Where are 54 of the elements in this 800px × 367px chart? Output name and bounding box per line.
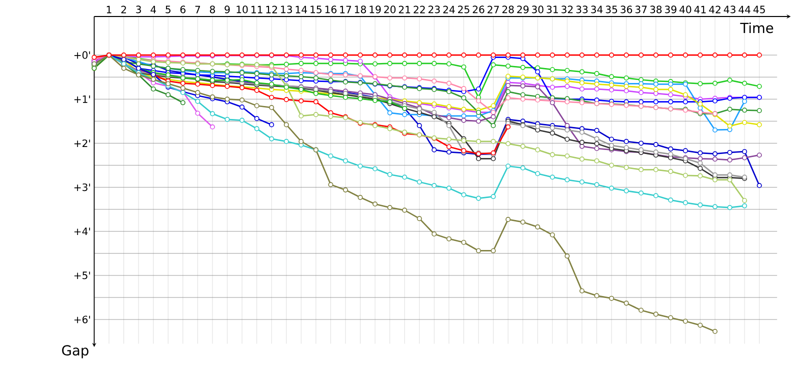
y-tick-label: +4'	[74, 228, 90, 236]
x-tick-label: 2	[121, 6, 126, 14]
x-tick-label: 32	[562, 6, 573, 14]
x-tick-label: 15	[310, 6, 322, 14]
y-tick-label: +5'	[74, 272, 90, 280]
x-tick-label: 29	[517, 6, 529, 14]
x-tick-label: 3	[136, 6, 141, 14]
x-tick-label: 28	[502, 6, 514, 14]
y-tick-label: +1'	[74, 96, 90, 103]
x-tick-label: 43	[724, 6, 736, 14]
x-tick-label: 7	[195, 6, 200, 14]
x-tick-label: 6	[180, 6, 186, 14]
x-tick-label: 27	[488, 6, 499, 14]
x-tick-label: 12	[266, 6, 277, 14]
x-tick-label: 44	[738, 6, 750, 14]
x-tick-label: 34	[591, 6, 603, 14]
x-tick-label: 21	[398, 6, 410, 14]
x-tick-label: 9	[224, 6, 230, 14]
y-axis-title: Gap	[62, 345, 88, 358]
x-tick-label: 31	[546, 6, 558, 14]
x-tick-label: 39	[665, 6, 676, 14]
x-tick-label: 23	[428, 6, 440, 14]
x-tick-label: 30	[532, 6, 544, 14]
y-tick-label: +6'	[74, 316, 90, 324]
x-tick-label: 4	[150, 6, 156, 14]
x-tick-label: 1	[106, 6, 112, 14]
x-tick-label: 22	[414, 6, 425, 14]
x-tick-label: 40	[680, 6, 692, 14]
x-tick-label: 8	[210, 6, 215, 14]
x-tick-label: 24	[443, 6, 455, 14]
x-tick-label: 26	[472, 6, 484, 14]
x-tick-label: 25	[458, 6, 470, 14]
x-tick-label: 18	[354, 6, 366, 14]
x-tick-label: 20	[384, 6, 396, 14]
x-tick-label: 33	[576, 6, 588, 14]
x-tick-label: 13	[281, 6, 292, 14]
x-tick-label: 17	[340, 6, 352, 14]
x-tick-label: 11	[251, 6, 262, 14]
x-tick-label: 10	[236, 6, 248, 14]
x-tick-label: 14	[296, 6, 307, 14]
x-tick-label: 37	[635, 6, 647, 14]
x-tick-label: 42	[709, 6, 720, 14]
x-tick-label: 36	[620, 6, 632, 14]
y-tick-label: +2'	[74, 140, 90, 148]
x-tick-label: 19	[370, 6, 381, 14]
x-tick-label: 5	[166, 6, 170, 14]
x-tick-label: 41	[694, 6, 706, 14]
x-tick-label: 45	[753, 6, 765, 14]
y-tick-label: +0'	[74, 51, 90, 60]
y-tick-label: +3'	[74, 184, 90, 192]
x-tick-label: 16	[325, 6, 336, 14]
x-tick-label: 35	[606, 6, 618, 14]
x-tick-label: 38	[650, 6, 662, 14]
x-axis-title: Time	[740, 22, 774, 34]
